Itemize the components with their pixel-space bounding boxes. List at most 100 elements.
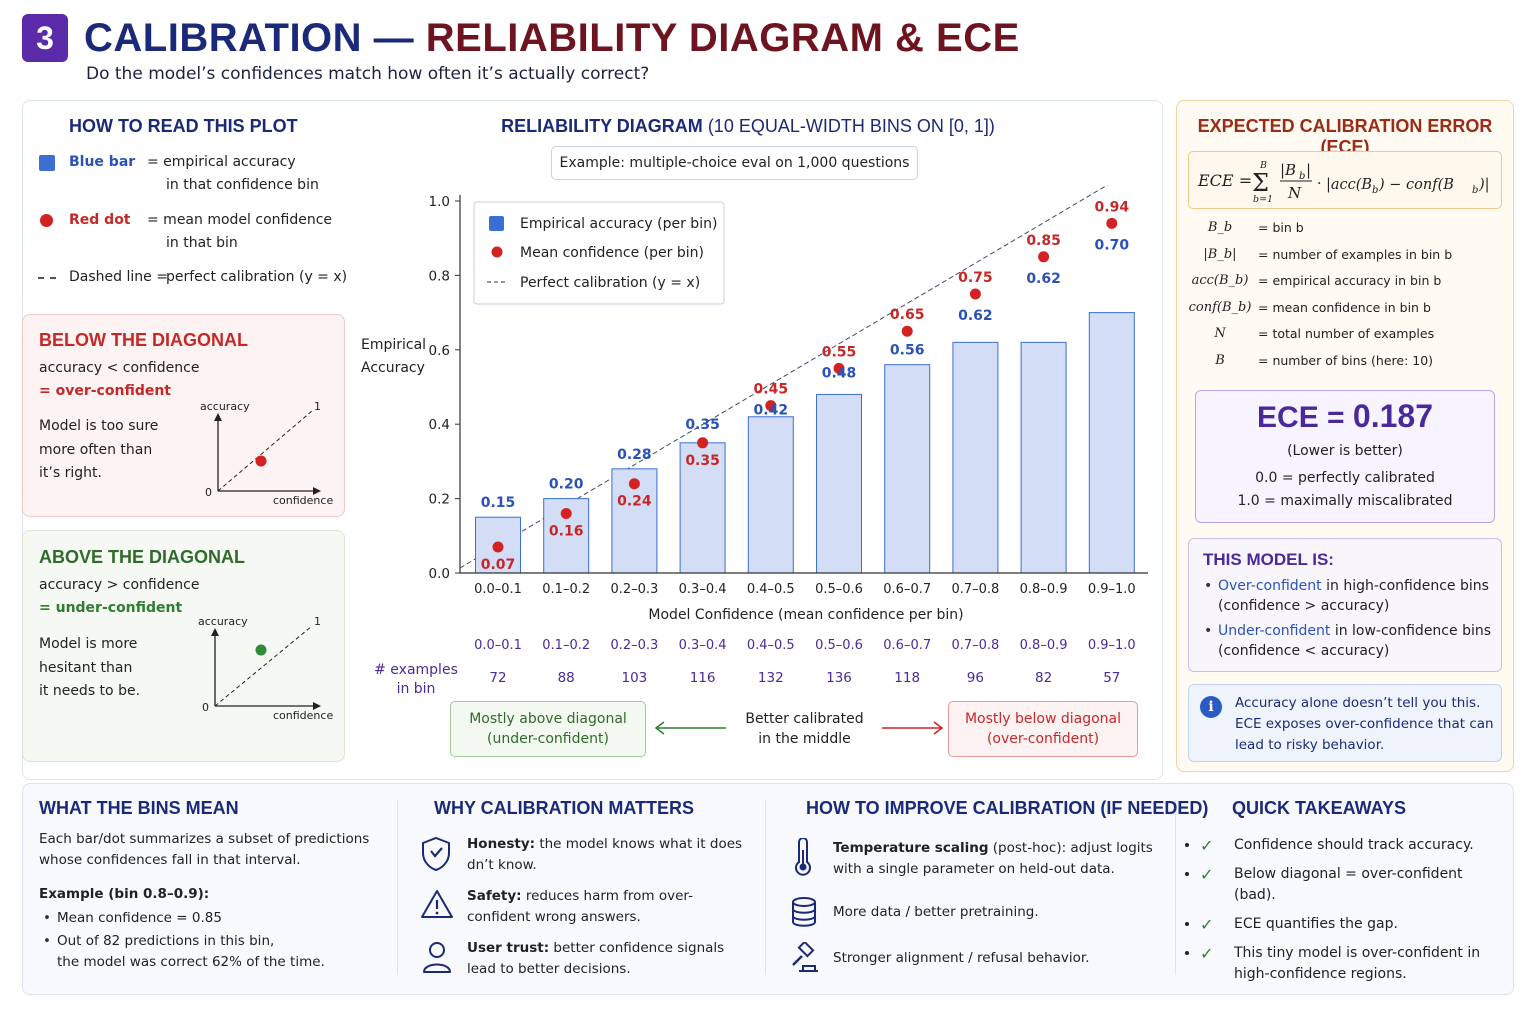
confidence-value-label: 0.24: [617, 494, 652, 510]
count-value: 103: [622, 670, 648, 686]
above-diagonal-title: ABOVE THE DIAGONAL: [39, 547, 246, 567]
x-tick-label: 0.4–0.5: [747, 582, 795, 597]
count-bin-label: 0.6–0.7: [883, 638, 931, 653]
below-diagonal-card: [22, 314, 345, 517]
chart-legend-box: [473, 201, 725, 305]
why-safety-text: reduces harm from over-confident wrong a…: [467, 888, 693, 925]
accuracy-bar: [884, 364, 931, 574]
this-model-over-note: (confidence > accuracy): [1218, 598, 1390, 614]
better-calibrated-note: Better calibrated in the middle: [732, 709, 877, 749]
ece-definition-row: conf(B_b) = mean confidence in bin b: [1188, 297, 1502, 324]
count-bin-label: 0.7–0.8: [951, 638, 999, 653]
accuracy-value-label: 0.35: [685, 417, 720, 433]
confidence-dot: [697, 437, 709, 449]
below-mini-zero-label: 0: [205, 486, 212, 499]
red-dot-legend-swatch: [40, 214, 53, 227]
under-confident-note-line1: Mostly above diagonal: [469, 711, 627, 727]
below-mini-y-arrow: [214, 413, 222, 421]
check-icon: ✓: [1200, 944, 1214, 963]
below-mini-diagram: accuracy 1 0 confidence: [200, 400, 333, 507]
above-mini-diagonal: [214, 625, 313, 707]
svg-text:·: ·: [1317, 176, 1321, 192]
chart-example-box: Example: multiple-choice eval on 1,000 q…: [551, 146, 918, 180]
accuracy-bar: [1020, 341, 1067, 574]
below-mini-one-label: 1: [314, 400, 321, 413]
x-tick-label: 0.9–1.0: [1088, 582, 1136, 597]
confidence-value-label: 0.94: [1095, 199, 1130, 215]
count-bin-label: 0.1–0.2: [542, 638, 590, 653]
accuracy-value-label: 0.28: [617, 447, 652, 463]
legend-dot-label: Mean confidence (per bin): [520, 245, 704, 261]
this-model-under-label: Under-confident: [1218, 623, 1331, 639]
accuracy-value-label: 0.20: [549, 477, 584, 493]
ece-value-number: 0.187: [1352, 398, 1433, 434]
x-tick-label: 0.0–0.1: [474, 582, 522, 597]
ece-definition-row: B_b = bin b: [1188, 217, 1502, 244]
bins-mean-example-title: Example (bin 0.8–0.9):: [39, 886, 210, 902]
why-honesty-label: Honesty:: [467, 836, 536, 852]
ece-definition-symbol: B: [1215, 352, 1225, 368]
confidence-dot: [560, 507, 572, 519]
count-bin-label: 0.3–0.4: [679, 638, 727, 653]
takeaways-list: ✓ Confidence should track accuracy. ✓ Belo…: [1200, 835, 1500, 993]
y-tick-label: 0.6: [429, 343, 450, 359]
y-tick-label: 0.2: [429, 492, 450, 508]
x-tick-label: 0.8–0.9: [1020, 582, 1068, 597]
count-bin-label: 0.0–0.1: [474, 638, 522, 653]
count-value: 72: [489, 670, 506, 686]
ece-formula-box: [1188, 151, 1502, 209]
count-value: 82: [1035, 670, 1052, 686]
takeaway-4: ✓ This tiny model is over-confident in hi…: [1200, 943, 1500, 985]
below-description: Model is too sure more often than it’s r…: [39, 415, 158, 486]
bins-mean-item-2-line2: the model was correct 62% of the time.: [57, 954, 325, 970]
confidence-value-label: 0.07: [481, 557, 516, 573]
ece-definition-row: |B_b| = number of examples in bin b: [1188, 244, 1502, 271]
accuracy-value-label: 0.62: [958, 308, 993, 324]
takeaway-2-text: Below diagonal = over-confident (bad).: [1234, 866, 1463, 903]
info-icon: i: [1200, 696, 1222, 718]
warning-icon: [421, 890, 453, 918]
page-title-part-b: RELIABILITY DIAGRAM & ECE: [425, 16, 1020, 60]
svg-text:)|: )|: [1478, 177, 1490, 193]
ece-definition-text: = number of bins (here: 10): [1258, 352, 1434, 368]
bins-mean-title: WHAT THE BINS MEAN: [39, 798, 239, 818]
below-inequality: accuracy < confidence: [39, 360, 200, 376]
below-result: = over-confident: [39, 383, 171, 399]
count-value: 136: [826, 670, 852, 686]
count-bin-label: 0.2–0.3: [610, 638, 658, 653]
below-description-line1: Model is too sure: [39, 418, 159, 434]
count-bin-label: 0.4–0.5: [747, 638, 795, 653]
y-tick-label: 0.4: [429, 417, 450, 433]
count-value: 96: [967, 670, 984, 686]
confidence-value-label: 0.16: [549, 523, 584, 539]
ece-formula: ECE = B Σ b=1 |B b | N · |acc(B b ) − co…: [1197, 160, 1490, 205]
bins-mean-desc: Each bar/dot summarizes a subset of pred…: [39, 831, 370, 868]
below-mini-diagonal: [217, 410, 313, 492]
takeaway-1: ✓ Confidence should track accuracy.: [1200, 835, 1500, 856]
y-tick-label: 1.0: [429, 194, 450, 210]
red-dot-label: Red dot: [69, 212, 131, 228]
ece-definition-text: = bin b: [1258, 220, 1304, 235]
ece-max-note: 1.0 = maximally miscalibrated: [1237, 493, 1453, 509]
below-description-line2: more often than: [39, 441, 153, 458]
confidence-dot: [833, 362, 845, 374]
above-mini-diagram: accuracy 1 0 confidence: [198, 615, 333, 722]
accuracy-bar: [679, 442, 726, 574]
accuracy-value-label: 0.62: [1026, 271, 1061, 287]
counts-row-label-line1: # examples: [374, 662, 458, 678]
dashed-line-desc: perfect calibration (y = x): [166, 269, 348, 285]
svg-text:|B: |B: [1280, 161, 1296, 179]
ece-value-label: ECE =: [1257, 401, 1345, 434]
improve-more-data: More data / better pretraining.: [833, 904, 1039, 920]
bins-mean-list: Mean confidence = 0.85 Out of 82 predict…: [39, 908, 379, 973]
ece-lower-better: (Lower is better): [1287, 443, 1403, 459]
above-mini-axis-x-label: confidence: [273, 709, 333, 722]
below-mini-dot: [255, 455, 267, 467]
database-icon: [792, 897, 816, 927]
bins-mean-item-2-line1: Out of 82 predictions in this bin,: [57, 933, 275, 949]
above-mini-dot: [255, 644, 267, 656]
page-title-part-a: CALIBRATION —: [84, 16, 415, 60]
above-description-line3: it needs to be.: [39, 683, 141, 699]
why-honesty-text: the model knows what it does dn’t know.: [467, 836, 743, 873]
right-arrow: [882, 721, 944, 735]
